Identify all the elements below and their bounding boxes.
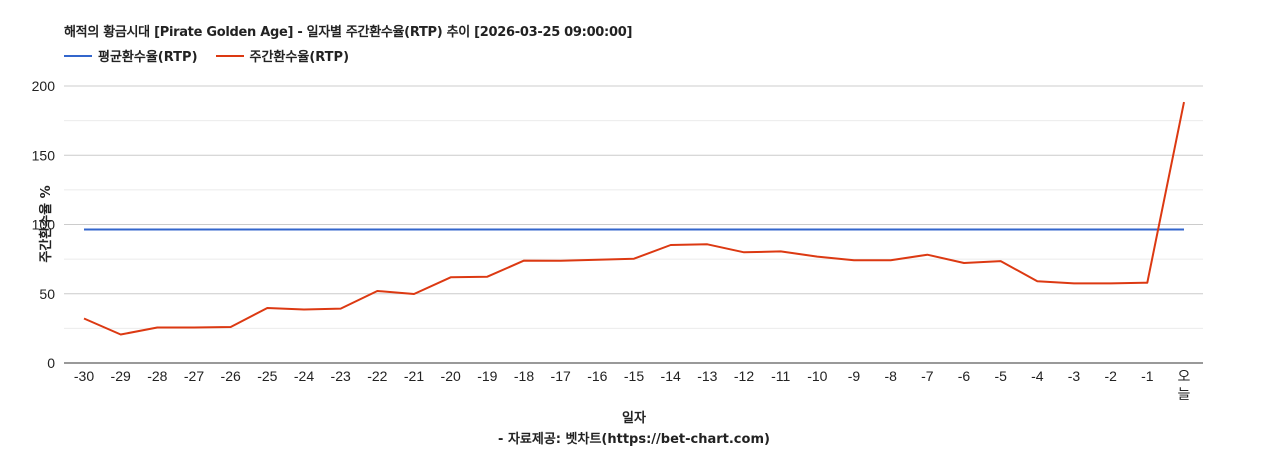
x-tick-label: -16 <box>587 368 607 384</box>
x-tick-label: -4 <box>1031 368 1044 384</box>
x-tick-label: -1 <box>1141 368 1154 384</box>
x-tick-label: -29 <box>111 368 131 384</box>
x-tick-label: -30 <box>74 368 94 384</box>
x-tick-label: -12 <box>734 368 754 384</box>
y-tick-label: 200 <box>32 78 56 94</box>
x-tick-label: -6 <box>958 368 971 384</box>
x-tick-label: -22 <box>367 368 387 384</box>
legend-label-average: 평균환수율(RTP) <box>98 50 198 65</box>
x-tick-label: -10 <box>807 368 827 384</box>
y-tick-label: 50 <box>39 286 55 302</box>
x-tick-label: -24 <box>294 368 314 384</box>
legend-swatch-average-icon <box>64 54 92 57</box>
x-tick-label: -15 <box>624 368 644 384</box>
y-tick-label: 100 <box>32 217 56 233</box>
x-tick-label: -5 <box>994 368 1007 384</box>
y-tick-label: 0 <box>47 355 55 371</box>
x-tick-label: -7 <box>921 368 934 384</box>
x-tick-label: -28 <box>147 368 167 384</box>
x-tick-label: -11 <box>771 368 790 384</box>
x-tick-label: 늘 <box>1178 386 1191 402</box>
x-tick-label: -18 <box>514 368 534 384</box>
chart-legend: 평균환수율(RTP) 주간환수율(RTP) <box>64 46 367 65</box>
chart-title: 해적의 황금시대 [Pirate Golden Age] - 일자별 주간환수율… <box>64 25 633 40</box>
x-tick-label: -23 <box>331 368 351 384</box>
x-tick-label: -21 <box>404 368 424 384</box>
legend-swatch-weekly-icon <box>215 54 244 57</box>
x-tick-label: -14 <box>661 368 681 384</box>
y-tick-label: 150 <box>32 147 56 163</box>
x-tick-label: -13 <box>697 368 717 384</box>
data-source-credit: - 자료제공: 벳차트(https://bet-chart.com) <box>498 432 770 447</box>
x-tick-label: -20 <box>441 368 461 384</box>
legend-label-weekly: 주간환수율(RTP) <box>249 50 350 65</box>
x-tick-label: 오 <box>1178 368 1191 384</box>
x-tick-label: -17 <box>551 368 571 384</box>
weekly-rtp-line[interactable] <box>83 101 1185 336</box>
legend-item-average-rtp[interactable]: 평균환수율(RTP) <box>64 46 198 65</box>
x-tick-label: -27 <box>184 368 204 384</box>
x-axis-label: 일자 <box>622 411 646 426</box>
x-tick-label: -8 <box>884 368 897 384</box>
x-tick-label: -26 <box>221 368 241 384</box>
x-tick-label: -2 <box>1104 368 1117 384</box>
x-tick-label: -19 <box>477 368 497 384</box>
x-tick-label: -3 <box>1068 368 1081 384</box>
x-tick-label: -9 <box>848 368 861 384</box>
x-tick-label: -25 <box>257 368 277 384</box>
y-axis-label: 주간환수율 % <box>39 185 55 263</box>
legend-item-weekly-rtp[interactable]: 주간환수율(RTP) <box>215 46 350 65</box>
